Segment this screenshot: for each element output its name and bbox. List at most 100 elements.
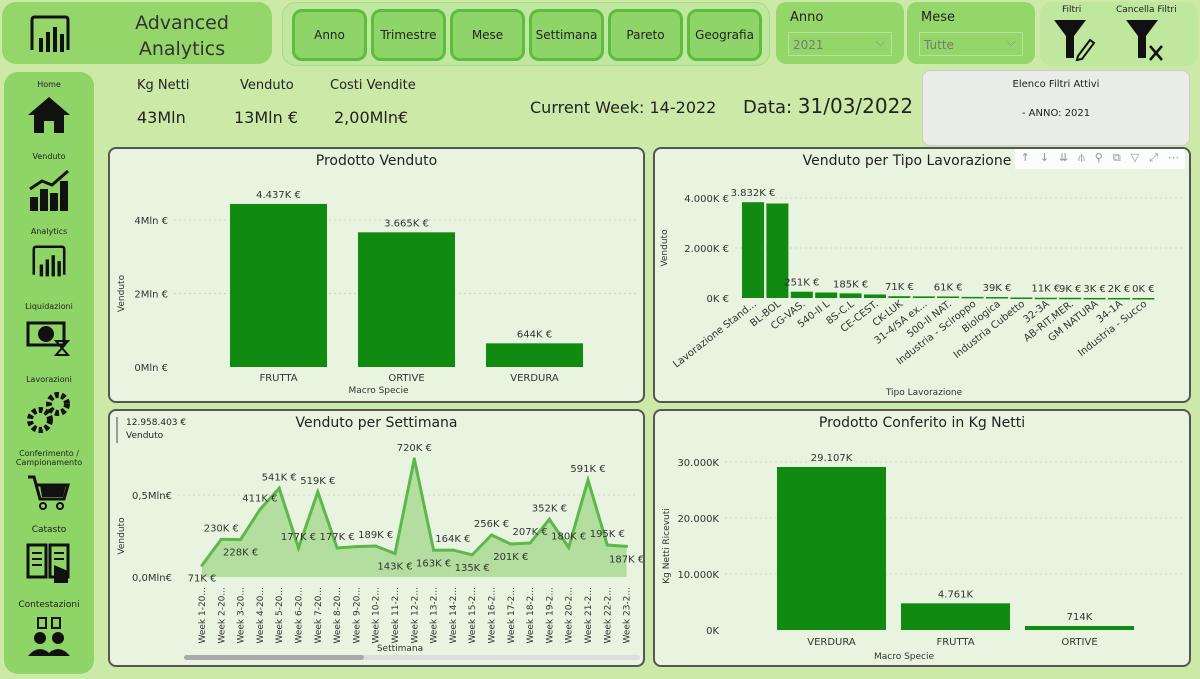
- current-week-value: 14-2022: [649, 98, 717, 117]
- y-tick-label: 0K: [706, 626, 719, 637]
- nav-geografia-button[interactable]: Geografia: [687, 9, 762, 61]
- x-tick-label: Week 21-2...: [584, 587, 594, 644]
- clear-filters-label: Cancella Filtri: [1116, 5, 1177, 15]
- data-point: [239, 538, 243, 542]
- mese-dropdown[interactable]: Tutte ⌵: [919, 32, 1023, 56]
- x-tick-label: VERDURA: [510, 373, 559, 384]
- x-tick-label: Week 11-2...: [391, 587, 401, 644]
- sidebar-label: Venduto: [32, 152, 66, 161]
- nav-pareto-button[interactable]: Pareto: [608, 9, 683, 61]
- bar: [790, 291, 813, 298]
- sidebar-item-analytics[interactable]: Analytics: [4, 227, 94, 282]
- data-point: [528, 541, 532, 545]
- kpi-venduto-label: Venduto: [240, 78, 294, 93]
- filter-clear-icon[interactable]: [1124, 18, 1168, 62]
- nav-trimestre-button[interactable]: Trimestre: [371, 9, 446, 61]
- data-point: [219, 537, 223, 541]
- x-tick-label: Week 5-20...: [275, 587, 285, 644]
- bar: [1025, 626, 1134, 630]
- data-point: [393, 552, 397, 556]
- sales-chart-icon: [29, 169, 69, 211]
- kpi-costi-value: 2,00Mln€: [334, 108, 409, 127]
- scrollbar-thumb[interactable]: [184, 655, 364, 660]
- data-label: 4.761K: [938, 589, 974, 600]
- nav-anno-button[interactable]: Anno: [292, 9, 367, 61]
- hierarchy-icon[interactable]: ⫛: [1078, 151, 1085, 164]
- sidebar-item-liquidazioni[interactable]: Liquidazioni: [4, 302, 94, 357]
- chevron-down-icon: ⌵: [875, 35, 885, 49]
- y-tick-label: 0K €: [707, 294, 729, 305]
- data-label: 164K €: [435, 534, 470, 545]
- anno-dropdown[interactable]: 2021 ⌵: [788, 32, 892, 56]
- bar: [815, 292, 838, 298]
- x-tick-label: Week 1-20...: [198, 587, 208, 644]
- sidebar-item-contestazioni[interactable]: Contestazioni: [4, 600, 94, 658]
- data-point: [316, 490, 320, 494]
- x-tick-label: FRUTTA: [259, 373, 297, 384]
- data-point: [432, 548, 436, 552]
- drill-up-icon[interactable]: ↑: [1020, 151, 1030, 164]
- x-tick-label: Week 20-2...: [565, 587, 575, 644]
- bar: [937, 296, 960, 298]
- chart-prodotto-conferito[interactable]: Prodotto Conferito in Kg Netti 0K 10.000K…: [653, 409, 1191, 667]
- data-label: 189K €: [358, 530, 393, 541]
- data-label: 177K €: [320, 532, 355, 543]
- sidebar-item-lavorazioni[interactable]: Lavorazioni: [4, 375, 94, 434]
- x-tick-label: Week 23-2...: [623, 587, 633, 644]
- chart-venduto-tipo-lavorazione[interactable]: Venduto per Tipo Lavorazione 0K € 2.000K …: [653, 147, 1191, 403]
- chart-prodotto-venduto[interactable]: Prodotto Venduto 0Mln € 2Mln € 4Mln € Vendu…: [108, 147, 645, 403]
- x-tick-label: Week 9-20...: [352, 587, 362, 644]
- app-header: Advanced Analytics: [2, 2, 272, 64]
- bar: [901, 603, 1010, 630]
- data-label: 135K €: [455, 563, 490, 574]
- chart-venduto-settimana[interactable]: Venduto per Settimana 12.958.403 € Vendut…: [108, 409, 645, 667]
- bar: [486, 343, 583, 367]
- y-tick-label: 2Mln €: [134, 290, 168, 301]
- nav-mese-button[interactable]: Mese: [450, 9, 525, 61]
- sidebar-item-home[interactable]: Home: [4, 80, 94, 135]
- x-tick-label: Week 22-2...: [603, 587, 613, 644]
- x-tick-label: Week 12-2...: [410, 587, 420, 644]
- y-axis-title: Venduto: [660, 229, 670, 267]
- bar: [1132, 298, 1155, 300]
- data-label: 644K €: [517, 329, 552, 340]
- nav-settimana-button[interactable]: Settimana: [529, 9, 604, 61]
- x-tick-label: Week 4-20...: [256, 587, 266, 644]
- focus-mode-icon[interactable]: ⤢: [1149, 151, 1158, 164]
- anno-value: 2021: [793, 38, 824, 52]
- horizontal-scrollbar[interactable]: [184, 655, 640, 660]
- drill-down-icon[interactable]: ↓: [1039, 151, 1050, 164]
- y-tick-label: 2.000K €: [684, 244, 729, 255]
- copy-icon[interactable]: ⧉: [1112, 151, 1121, 164]
- sidebar-item-conferimento[interactable]: Conferimento / Campionamento: [4, 449, 94, 511]
- sidebar-item-catasto[interactable]: Catasto: [4, 525, 94, 585]
- y-tick-label: 10.000K: [677, 570, 719, 581]
- expand-level-icon[interactable]: ⇊: [1059, 151, 1069, 164]
- bar: [1059, 297, 1082, 300]
- data-point: [412, 457, 416, 461]
- sidebar-item-venduto[interactable]: Venduto: [4, 152, 94, 213]
- y-tick-label: 4Mln €: [134, 216, 168, 227]
- data-label: 180K €: [551, 531, 586, 542]
- filter-edit-icon[interactable]: [1052, 18, 1096, 62]
- date-label: Data:: [743, 97, 793, 118]
- total-value: 12.958.403 €: [126, 418, 187, 428]
- data-label: 11K €: [1031, 284, 1060, 295]
- x-axis-title: Tipo Lavorazione: [885, 388, 963, 398]
- data-label: 352K €: [532, 503, 567, 514]
- pin-icon[interactable]: ⚲: [1094, 151, 1103, 164]
- data-point: [586, 478, 590, 482]
- data-label: 207K €: [513, 527, 548, 538]
- kpi-venduto-value: 13Mln €: [234, 108, 299, 127]
- more-options-icon[interactable]: ⋯: [1168, 151, 1179, 164]
- bar: [986, 297, 1008, 299]
- data-label: 519K €: [300, 476, 335, 487]
- filter-icon[interactable]: ▽: [1130, 151, 1140, 164]
- x-tick-label: Week 7-20...: [314, 587, 324, 644]
- active-filters-list: - ANNO: 2021: [1021, 108, 1091, 119]
- current-week-label: Current Week:: [530, 98, 645, 117]
- bar: [1034, 297, 1057, 300]
- sidebar-label: Analytics: [30, 227, 68, 236]
- data-point: [335, 546, 339, 550]
